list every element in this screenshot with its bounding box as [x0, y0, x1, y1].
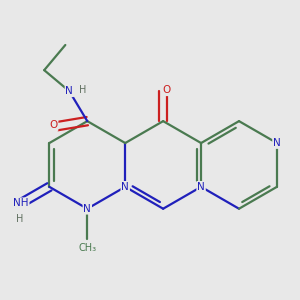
Text: O: O: [49, 120, 58, 130]
Text: H: H: [79, 85, 87, 95]
Text: H: H: [16, 214, 24, 224]
Text: O: O: [162, 85, 170, 95]
Text: N: N: [65, 86, 73, 96]
Text: N: N: [83, 204, 91, 214]
Text: CH₃: CH₃: [78, 243, 96, 253]
Text: NH: NH: [13, 198, 29, 208]
Text: N: N: [197, 182, 205, 192]
Text: N: N: [273, 138, 281, 148]
Text: N: N: [121, 182, 129, 192]
